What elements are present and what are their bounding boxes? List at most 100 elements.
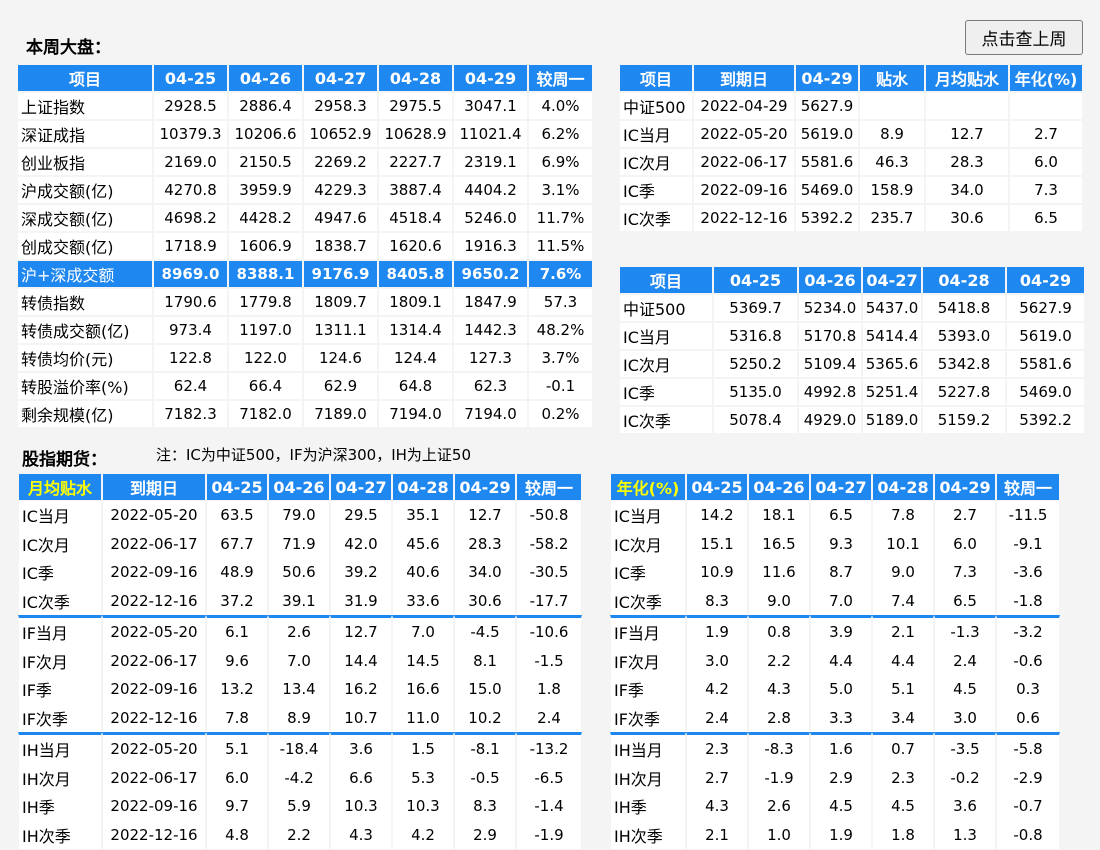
column-header: 04-27 <box>810 473 872 501</box>
table-cell: 1314.4 <box>379 317 452 343</box>
column-header: 04-29 <box>1007 267 1084 293</box>
table-cell: 3.6 <box>330 732 392 764</box>
column-header: 04-27 <box>304 65 377 91</box>
row-label: 沪成交额(亿) <box>18 177 152 203</box>
row-label: IH次月 <box>610 763 686 792</box>
table-cell: 122.8 <box>154 345 227 371</box>
table-row: IH季 4.3 2.6 4.5 4.5 3.6 -0.7 <box>610 792 1060 821</box>
table-cell: 71.9 <box>268 529 330 558</box>
table-cell: 4428.2 <box>229 205 302 231</box>
table-cell: -1.3 <box>934 615 996 647</box>
table-cell: 2022-04-29 <box>694 93 794 119</box>
table-cell <box>1010 93 1082 119</box>
table-cell: 973.4 <box>154 317 227 343</box>
row-label: 转债成交额(亿) <box>18 317 152 343</box>
table-header-row: 项目 04-25 04-26 04-27 04-28 04-29 较周一 <box>18 65 592 91</box>
table-row: IF次季 2.4 2.8 3.3 3.4 3.0 0.6 <box>610 703 1060 732</box>
table-cell: 5159.2 <box>923 407 1005 433</box>
table-cell: 10379.3 <box>154 121 227 147</box>
table-cell: -6.5 <box>516 763 582 792</box>
table-cell: 13.4 <box>268 675 330 704</box>
table-cell: 8.9 <box>860 121 924 147</box>
table-cell: -3.6 <box>996 558 1060 587</box>
table-cell: 2022-12-16 <box>102 703 206 732</box>
table-cell: 2.4 <box>516 703 582 732</box>
futures-title: 股指期货： <box>22 450 107 470</box>
table-row: 创业板指 2169.0 2150.5 2269.2 2227.7 2319.1 6.9% <box>18 149 592 175</box>
table-cell: -50.8 <box>516 501 582 530</box>
table-row: IF季 2022-09-16 13.2 13.4 16.2 16.6 15.0 1.8 <box>18 675 582 704</box>
table-cell: 62.4 <box>154 373 227 399</box>
table-cell: -9.1 <box>996 529 1060 558</box>
column-header: 04-29 <box>934 473 996 501</box>
table-cell: 5.1 <box>206 732 268 764</box>
table-cell: 8.3 <box>686 586 748 615</box>
table-cell: 5414.4 <box>863 323 921 349</box>
row-label: 上证指数 <box>18 93 152 119</box>
table-cell: 2.1 <box>872 615 934 647</box>
table-cell: -10.6 <box>516 615 582 647</box>
table-cell: 5170.8 <box>799 323 861 349</box>
table-cell: 10206.6 <box>229 121 302 147</box>
column-header: 04-29 <box>796 65 858 91</box>
table-cell: 7.0 <box>810 586 872 615</box>
previous-week-button[interactable]: 点击查上周 <box>965 20 1083 55</box>
table-cell: 2022-09-16 <box>102 792 206 821</box>
table-cell: 5437.0 <box>863 295 921 321</box>
table-cell: -4.2 <box>268 763 330 792</box>
table-cell: 4.2 <box>392 820 454 849</box>
table-cell: 62.3 <box>454 373 527 399</box>
table-row: IF当月 2022-05-20 6.1 2.6 12.7 7.0 -4.5 -10.6 <box>18 615 582 647</box>
table-cell: 5227.8 <box>923 379 1005 405</box>
table-cell: -17.7 <box>516 586 582 615</box>
column-header: 年化(%) <box>1010 65 1082 91</box>
table-cell: 2.7 <box>934 501 996 530</box>
table-row: 中证500 2022-04-29 5627.9 <box>620 93 1082 119</box>
monthly-discount-table: 月均贴水 到期日 04-25 04-26 04-27 04-28 04-29 较周一 IC当月 2… <box>18 473 582 849</box>
table-cell: 2.9 <box>810 763 872 792</box>
column-header: 年化(%) <box>610 473 686 501</box>
table-cell: 1.9 <box>810 820 872 849</box>
column-header: 04-25 <box>686 473 748 501</box>
row-label: 创成交额(亿) <box>18 233 152 259</box>
table-row: IF当月 1.9 0.8 3.9 2.1 -1.3 -3.2 <box>610 615 1060 647</box>
table-cell: 66.4 <box>229 373 302 399</box>
table-cell: 30.6 <box>926 205 1008 231</box>
table-cell: 13.2 <box>206 675 268 704</box>
table-row: 转债成交额(亿) 973.4 1197.0 1311.1 1314.4 1442.3 48.… <box>18 317 592 343</box>
table-cell: 3.9 <box>810 615 872 647</box>
table-cell: 6.5 <box>810 501 872 530</box>
table-cell: 2.6 <box>748 792 810 821</box>
table-cell: 2022-06-17 <box>102 529 206 558</box>
table-cell: 4.4 <box>810 646 872 675</box>
row-label: 剩余规模(亿) <box>18 401 152 427</box>
table-header-row: 项目 04-25 04-26 04-27 04-28 04-29 <box>620 267 1084 293</box>
table-cell: 5581.6 <box>1007 351 1084 377</box>
table-header-row: 月均贴水 到期日 04-25 04-26 04-27 04-28 04-29 较周一 <box>18 473 582 501</box>
column-header: 较周一 <box>516 473 582 501</box>
table-cell: 2022-05-20 <box>694 121 794 147</box>
table-cell: 2928.5 <box>154 93 227 119</box>
table-cell: 3.6 <box>934 792 996 821</box>
table-cell: -3.2 <box>996 615 1060 647</box>
table-row: IC次月 5250.2 5109.4 5365.6 5342.8 5581.6 <box>620 351 1084 377</box>
row-label: 中证500 <box>620 295 712 321</box>
table-cell: 2022-05-20 <box>102 501 206 530</box>
table-header-row: 年化(%) 04-25 04-26 04-27 04-28 04-29 较周一 <box>610 473 1060 501</box>
table-row: 转债指数 1790.6 1779.8 1809.7 1809.1 1847.9 57.3 <box>18 289 592 315</box>
table-row: IC当月 5316.8 5170.8 5414.4 5393.0 5619.0 <box>620 323 1084 349</box>
table-cell: -0.2 <box>934 763 996 792</box>
row-label: 深证成指 <box>18 121 152 147</box>
table-cell: -0.1 <box>529 373 592 399</box>
table-cell: 39.1 <box>268 586 330 615</box>
table-cell: 9176.9 <box>304 261 377 287</box>
table-cell: 15.0 <box>454 675 516 704</box>
table-cell: 12.7 <box>454 501 516 530</box>
table-cell: 4270.8 <box>154 177 227 203</box>
table-cell: 6.9% <box>529 149 592 175</box>
row-label: IF季 <box>18 675 102 704</box>
table-row: 转股溢价率(%) 62.4 66.4 62.9 64.8 62.3 -0.1 <box>18 373 592 399</box>
table-cell: -1.9 <box>748 763 810 792</box>
table-cell: 6.5 <box>934 586 996 615</box>
row-label: 深成交额(亿) <box>18 205 152 231</box>
